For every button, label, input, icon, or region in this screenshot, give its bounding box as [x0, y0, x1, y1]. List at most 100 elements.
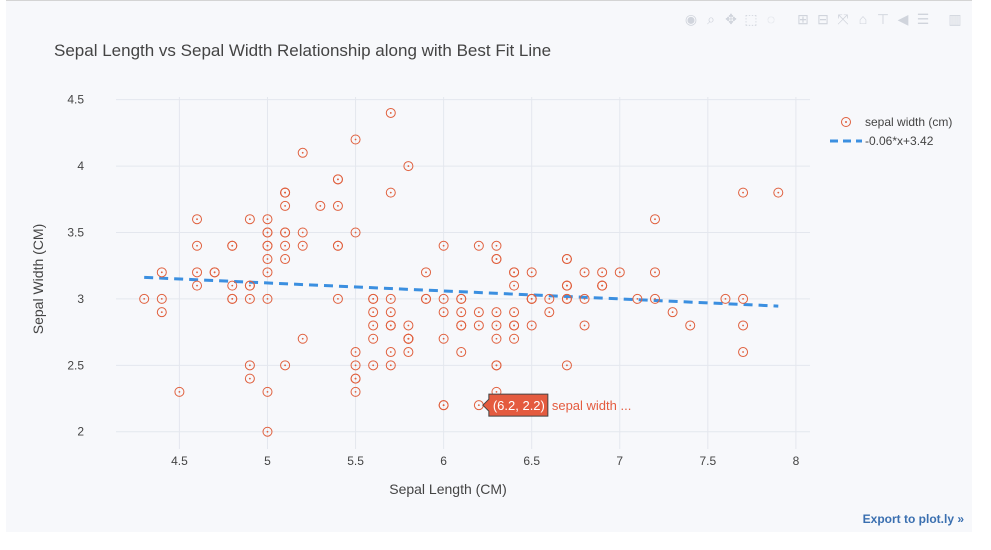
scatter-point[interactable] [403, 333, 414, 344]
scatter-point[interactable] [262, 240, 273, 251]
scatter-point[interactable] [649, 214, 660, 225]
scatter-point[interactable] [614, 267, 625, 278]
scatter-point[interactable] [526, 320, 537, 331]
scatter-point[interactable] [509, 267, 520, 278]
scatter-point[interactable] [332, 174, 343, 185]
scatter-point[interactable] [561, 280, 572, 291]
scatter-point[interactable] [139, 293, 150, 304]
scatter-point[interactable] [561, 254, 572, 265]
scatter-point[interactable] [544, 307, 555, 318]
scatter-point[interactable] [350, 386, 361, 397]
scatter-point[interactable] [174, 386, 185, 397]
hover-closest-icon[interactable]: ◀ [897, 10, 909, 27]
scatter-point[interactable] [456, 320, 467, 331]
scatter-point[interactable] [738, 347, 749, 358]
scatter-point[interactable] [385, 187, 396, 198]
scatter-point[interactable] [526, 293, 537, 304]
hover-compare-icon[interactable]: ☰ [916, 10, 930, 27]
scatter-point[interactable] [720, 293, 731, 304]
scatter-point[interactable] [244, 293, 255, 304]
scatter-point[interactable] [649, 267, 660, 278]
scatter-point[interactable] [403, 320, 414, 331]
scatter-point[interactable] [280, 360, 291, 371]
scatter-point[interactable] [368, 293, 379, 304]
scatter-point[interactable] [473, 400, 484, 411]
scatter-point[interactable] [297, 227, 308, 238]
scatter-point[interactable] [597, 267, 608, 278]
scatter-point[interactable] [350, 360, 361, 371]
scatter-point[interactable] [280, 227, 291, 238]
scatter-point[interactable] [385, 347, 396, 358]
scatter-point[interactable] [244, 214, 255, 225]
scatter-point[interactable] [350, 134, 361, 145]
scatter-point[interactable] [297, 147, 308, 158]
scatter-point[interactable] [385, 293, 396, 304]
scatter-point[interactable] [544, 293, 555, 304]
chart-svg[interactable]: 4.5 5 5.5 6 6.5 7 7.5 8 2 2.5 3 3.5 4 4.5 Sepal Lengt… [6, 1, 972, 532]
scatter-point[interactable] [332, 200, 343, 211]
scatter-point[interactable] [738, 293, 749, 304]
scatter-point[interactable] [438, 333, 449, 344]
scatter-point[interactable] [385, 107, 396, 118]
scatter-point[interactable] [227, 240, 238, 251]
plotly-logo-icon[interactable]: ▥ [948, 10, 962, 27]
scatter-point[interactable] [192, 214, 203, 225]
scatter-point[interactable] [244, 280, 255, 291]
zoom-icon[interactable]: ⌕ [707, 10, 715, 27]
zoom-in-icon[interactable]: ⊞ [797, 10, 809, 27]
scatter-point[interactable] [262, 214, 273, 225]
scatter-point[interactable] [667, 307, 678, 318]
scatter-point[interactable] [227, 280, 238, 291]
scatter-point[interactable] [244, 360, 255, 371]
scatter-point[interactable] [473, 320, 484, 331]
scatter-point[interactable] [209, 267, 220, 278]
legend-item-scatter[interactable]: sepal width (cm) [841, 115, 953, 129]
scatter-point[interactable] [421, 293, 432, 304]
scatter-point[interactable] [491, 307, 502, 318]
scatter-point[interactable] [280, 200, 291, 211]
scatter-point[interactable] [438, 307, 449, 318]
scatter-point[interactable] [156, 293, 167, 304]
scatter-point[interactable] [368, 360, 379, 371]
pan-icon[interactable]: ✥ [725, 10, 737, 27]
spike-lines-icon[interactable]: ⊤ [876, 10, 890, 27]
scatter-point[interactable] [438, 240, 449, 251]
box-select-icon[interactable]: ⬚ [744, 10, 758, 27]
zoom-out-icon[interactable]: ⊟ [817, 10, 829, 27]
scatter-point[interactable] [403, 161, 414, 172]
scatter-point[interactable] [262, 426, 273, 437]
scatter-point[interactable] [738, 187, 749, 198]
scatter-point[interactable] [192, 267, 203, 278]
scatter-point[interactable] [280, 187, 291, 198]
scatter-point[interactable] [509, 333, 520, 344]
scatter-point[interactable] [456, 293, 467, 304]
scatter-point[interactable] [385, 307, 396, 318]
scatter-point[interactable] [385, 320, 396, 331]
scatter-point[interactable] [456, 307, 467, 318]
scatter-point[interactable] [262, 293, 273, 304]
scatter-point[interactable] [579, 293, 590, 304]
scatter-point[interactable] [350, 227, 361, 238]
scatter-point[interactable] [280, 254, 291, 265]
scatter-point[interactable] [473, 240, 484, 251]
scatter-point[interactable] [632, 293, 643, 304]
best-fit-line[interactable] [144, 275, 779, 308]
scatter-point[interactable] [262, 267, 273, 278]
scatter-point[interactable] [262, 386, 273, 397]
scatter-point[interactable] [192, 280, 203, 291]
scatter-point[interactable] [509, 280, 520, 291]
scatter-point[interactable] [297, 333, 308, 344]
scatter-point[interactable] [350, 373, 361, 384]
scatter-point[interactable] [368, 320, 379, 331]
scatter-point[interactable] [579, 320, 590, 331]
scatter-point[interactable] [244, 373, 255, 384]
scatter-point[interactable] [685, 320, 696, 331]
scatter-point[interactable] [192, 240, 203, 251]
scatter-point[interactable] [579, 267, 590, 278]
scatter-point[interactable] [280, 240, 291, 251]
scatter-point[interactable] [491, 360, 502, 371]
scatter-point[interactable] [649, 293, 660, 304]
scatter-point[interactable] [227, 293, 238, 304]
scatter-point[interactable] [403, 347, 414, 358]
scatter-point[interactable] [421, 267, 432, 278]
